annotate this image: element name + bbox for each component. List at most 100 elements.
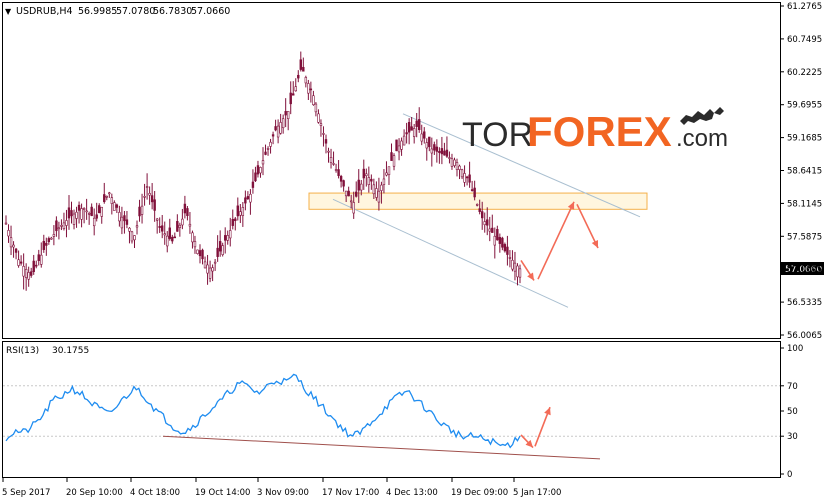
candle-body	[125, 219, 129, 225]
candle-body	[138, 206, 141, 217]
symbol-header: USDRUB,H4	[16, 6, 73, 17]
arrow-dip-head	[527, 272, 534, 281]
candle-body	[188, 223, 192, 227]
arrow-up-shaft	[537, 201, 575, 280]
candle-body	[360, 183, 363, 191]
price-y-tick-label: 57.0605	[787, 265, 822, 275]
candle-body	[168, 227, 171, 239]
collapse-arrow-icon[interactable]: ▼	[5, 7, 12, 16]
candle-body	[355, 191, 358, 197]
candle-body	[12, 244, 15, 248]
candle-body	[339, 176, 343, 182]
candle-body	[387, 166, 391, 176]
ohlc-high-value: 57.0780	[116, 6, 155, 17]
rsi-arrow-dip-head	[525, 439, 533, 448]
candle-body	[501, 237, 504, 248]
candle-body	[294, 86, 297, 92]
candle-body	[52, 234, 56, 237]
candle-body	[123, 215, 126, 222]
candle-body	[115, 204, 119, 208]
candle-body	[460, 169, 464, 178]
candle-body	[314, 103, 318, 113]
candle-body	[297, 74, 300, 79]
candle-body	[385, 172, 388, 176]
candle-body	[317, 113, 320, 123]
rsi-y-tick-label: 100	[787, 344, 803, 354]
candle-body	[226, 235, 229, 241]
candle-body	[412, 128, 416, 137]
candle-body	[153, 199, 156, 211]
candle-body	[229, 230, 232, 239]
candle-body	[503, 244, 507, 252]
x-tick-label: 5 Sep 2017	[2, 488, 50, 498]
candle-body	[249, 193, 252, 203]
candle-body	[47, 238, 51, 243]
candle-body	[246, 196, 250, 200]
rsi-arrow-up-head	[544, 407, 551, 416]
candle-body	[120, 216, 124, 229]
rsi-forecast-arrow	[520, 406, 551, 449]
rsi-y-tick-label: 30	[787, 432, 798, 442]
candle-body	[7, 230, 10, 237]
candle-body	[420, 133, 423, 142]
candle-body	[483, 221, 486, 226]
candle-body	[392, 155, 396, 167]
candle-body	[344, 190, 348, 197]
candle-body	[496, 229, 499, 241]
candle-body	[440, 148, 444, 155]
candle-body	[37, 254, 40, 261]
candle-body	[402, 135, 406, 146]
candle-body	[465, 176, 469, 179]
price-y-tick-label: 60.7495	[787, 35, 822, 45]
candle-body	[193, 241, 197, 248]
candle-body	[508, 257, 512, 259]
candle-body	[14, 248, 18, 253]
candle-body	[72, 213, 76, 225]
candle-body	[433, 144, 436, 151]
candle-body	[382, 178, 386, 185]
price-y-tick-label: 59.6955	[787, 101, 822, 111]
candle-body	[329, 156, 333, 163]
candle-body	[478, 208, 481, 212]
price-y-tick-label: 56.0065	[787, 331, 822, 341]
candle-body	[221, 245, 224, 255]
price-y-tick-label: 58.1145	[787, 199, 822, 209]
candle-body	[62, 222, 66, 229]
candle-body	[367, 177, 371, 186]
candle-body	[67, 207, 71, 219]
candle-body	[133, 235, 136, 241]
candle-body	[266, 148, 270, 150]
candle-body	[400, 140, 403, 150]
candle-body	[370, 178, 373, 182]
candle-body	[261, 160, 265, 165]
rsi-line	[5, 373, 521, 449]
time-axis: 5 Sep 2017 20 Sep 10:00 4 Oct 18:00 19 Oct …	[2, 478, 561, 498]
candle-body	[203, 261, 207, 269]
candle-body	[488, 228, 491, 232]
candle-body	[57, 227, 61, 230]
rsi-y-tick-label: 50	[787, 407, 798, 417]
candle-body	[443, 150, 446, 156]
candle-body	[82, 208, 86, 210]
candle-body	[448, 157, 451, 159]
candle-body	[178, 224, 182, 228]
resistance-zone	[308, 192, 648, 210]
candle-body	[118, 212, 121, 222]
candle-body	[196, 249, 199, 254]
candle-body	[254, 172, 257, 182]
candle-body	[113, 202, 116, 211]
candle-body	[108, 192, 111, 195]
candle-body	[173, 236, 177, 239]
candle-body	[143, 196, 146, 198]
logo-suffix: .com	[676, 125, 728, 152]
candle-body	[470, 189, 474, 191]
candle-body	[218, 241, 222, 252]
current-price-tag	[781, 262, 824, 275]
candle-body	[498, 237, 502, 244]
rsi-label: RSI(13)	[6, 346, 39, 356]
candle-body	[304, 77, 308, 84]
ohlc-low-value: 56.7830	[153, 6, 192, 17]
candle-body	[264, 151, 267, 155]
price-y-axis: 61.2765 60.7495 60.2225 59.6955 59.1685 58.64…	[780, 2, 822, 341]
